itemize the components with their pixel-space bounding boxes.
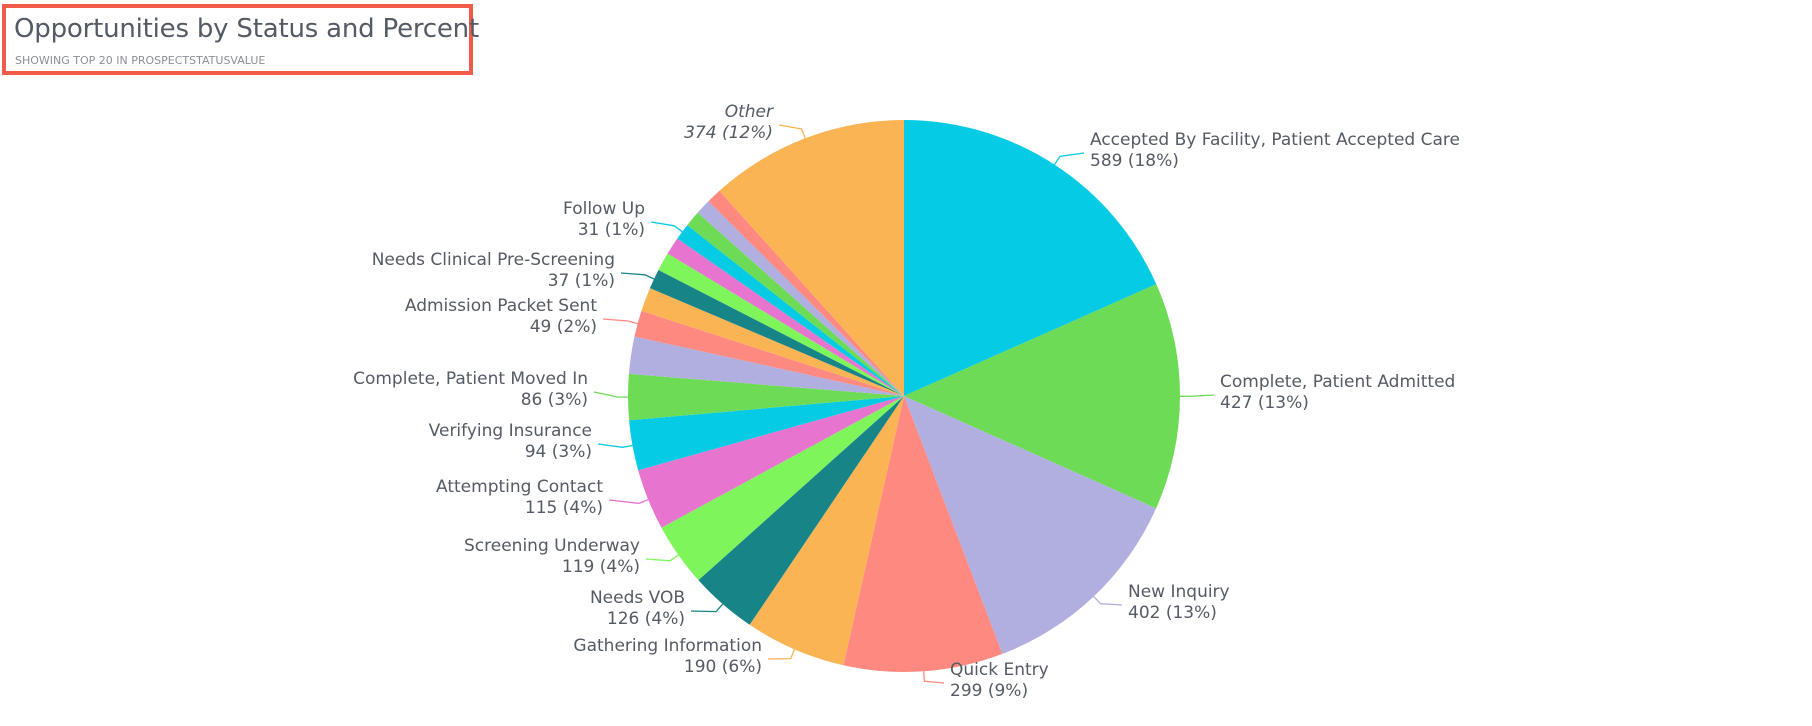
slice-value-new-inquiry: 402 (13%) [1128,603,1217,623]
slice-value-complete-patient-moved-in: 86 (3%) [521,390,588,410]
pie-slice-unlabeled-14[interactable] [658,253,904,397]
pie-slice-attempting-contact[interactable] [638,396,904,528]
pie-slice-unlabeled-18[interactable] [697,201,904,396]
leader-line-attempting-contact [608,498,649,505]
leader-line-complete-patient-admitted [1180,394,1215,397]
pie-slice-other[interactable] [719,120,904,396]
slice-label-attempting-contact: Attempting Contact [436,477,603,497]
pie-slice-admission-packet-sent[interactable] [634,310,905,396]
slice-value-complete-patient-admitted: 427 (13%) [1220,393,1309,413]
pie-slice-quick-entry[interactable] [843,396,1003,673]
pie-slice-new-inquiry[interactable] [904,396,1157,654]
pie-slice-needs-clinical-pre-screening[interactable] [649,270,904,396]
chart-subtitle: SHOWING TOP 20 IN PROSPECTSTATUSVALUE [15,54,266,67]
leader-line-gathering-information [767,649,796,660]
slice-label-other: Other [725,102,774,122]
slice-label-follow-up: Follow Up [563,199,645,219]
leader-line-new-inquiry [1093,595,1123,606]
slice-label-gathering-information: Gathering Information [573,636,762,656]
slice-value-follow-up: 31 (1%) [578,220,645,240]
slice-label-complete-patient-admitted: Complete, Patient Admitted [1220,372,1455,392]
slice-value-quick-entry: 299 (9%) [950,681,1028,701]
pie-slice-unlabeled-12[interactable] [641,288,904,396]
leader-line-verifying-insurance [597,443,633,448]
slice-value-needs-clinical-pre-screening: 37 (1%) [548,271,615,291]
slice-value-screening-underway: 119 (4%) [562,557,640,577]
chart-title: Opportunities by Status and Percent [14,14,479,44]
leader-line-accepted-by-facility-patient-accepted-care [1053,152,1085,166]
slice-label-needs-vob: Needs VOB [590,588,685,608]
pie-slice-unlabeled-10[interactable] [628,336,904,396]
slice-label-quick-entry: Quick Entry [950,660,1049,680]
slice-value-accepted-by-facility-patient-accepted-care: 589 (18%) [1090,151,1179,171]
pie-slice-needs-vob[interactable] [698,396,904,625]
slice-label-accepted-by-facility-patient-accepted-care: Accepted By Facility, Patient Accepted C… [1090,130,1460,150]
slice-label-needs-clinical-pre-screening: Needs Clinical Pre-Screening [372,250,615,270]
slice-label-new-inquiry: New Inquiry [1128,582,1230,602]
slice-label-complete-patient-moved-in: Complete, Patient Moved In [353,369,588,389]
slice-value-gathering-information: 190 (6%) [684,657,762,677]
leader-line-other [778,124,806,139]
leader-line-quick-entry [923,671,945,684]
title-box: Opportunities by Status and Percent SHOW… [2,4,479,75]
pie-slice-complete-patient-moved-in[interactable] [627,373,904,421]
pie-slice-accepted-by-facility-patient-accepted-care[interactable] [904,120,1157,396]
slice-label-verifying-insurance: Verifying Insurance [429,421,592,441]
leader-line-follow-up [650,221,683,233]
slice-value-admission-packet-sent: 49 (2%) [530,317,597,337]
pie-slice-complete-patient-admitted[interactable] [904,284,1181,509]
pie-slice-unlabeled-17[interactable] [687,212,904,396]
pie-slice-follow-up[interactable] [677,225,904,396]
slice-value-needs-vob: 126 (4%) [607,609,685,629]
leader-line-screening-underway [645,554,679,562]
pie-slice-gathering-information[interactable] [749,396,904,666]
slice-value-attempting-contact: 115 (4%) [525,498,603,518]
pie-slice-unlabeled-19[interactable] [708,190,904,396]
slice-value-verifying-insurance: 94 (3%) [525,442,592,462]
slice-label-admission-packet-sent: Admission Packet Sent [405,296,597,316]
leader-line-admission-packet-sent [602,318,638,325]
pie-slice-unlabeled-15[interactable] [667,238,904,396]
slice-label-screening-underway: Screening Underway [464,536,640,556]
pie-slice-screening-underway[interactable] [661,396,904,581]
pie-slice-verifying-insurance[interactable] [629,396,904,471]
leader-line-needs-clinical-pre-screening [620,272,655,280]
leader-line-complete-patient-moved-in [593,391,628,398]
leader-line-needs-vob [690,603,724,613]
slice-value-other: 374 (12%) [684,123,773,143]
